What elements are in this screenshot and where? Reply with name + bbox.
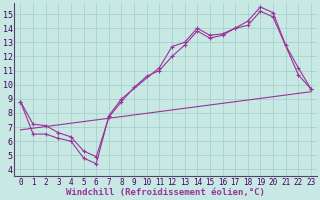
X-axis label: Windchill (Refroidissement éolien,°C): Windchill (Refroidissement éolien,°C) (66, 188, 265, 197)
